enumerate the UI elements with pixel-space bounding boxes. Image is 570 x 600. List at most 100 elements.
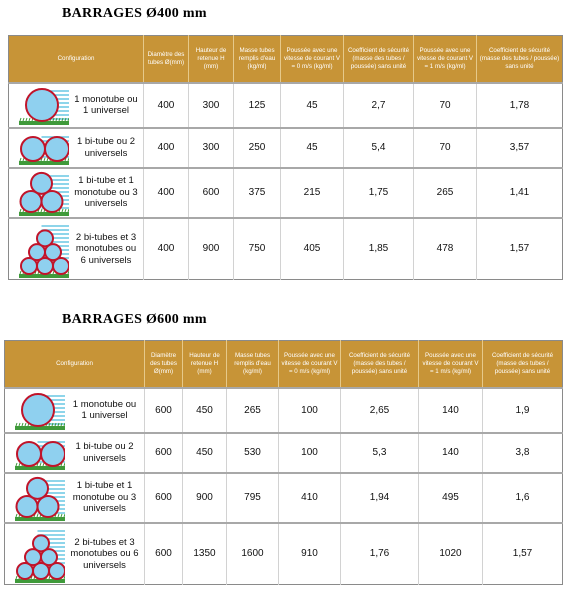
two-tubes-icon (19, 135, 69, 165)
specs-table-400: Configuration Diamètre des tubes Ø(mm) Hau… (8, 35, 563, 280)
thrust-v1-cell: 1020 (418, 521, 483, 585)
configuration-label: 2 bi-tubes et 3 monotubes ou 6 universel… (70, 536, 139, 571)
single-tube-icon (19, 88, 69, 125)
thrust-v0-cell: 405 (280, 216, 344, 280)
section-title-400: BARRAGES Ø400 mm (62, 6, 207, 21)
safety-coef-v1-cell: 1,57 (476, 216, 563, 280)
six-tubes-icon (19, 225, 69, 278)
height-cell: 1350 (182, 521, 227, 585)
column-header: Diamètre des tubes Ø(mm) (143, 35, 189, 83)
configuration-label: 1 bi-tube et 1 monotube ou 3 universels (72, 480, 137, 515)
table-row: 2 bi-tubes et 3 monotubes ou 6 universel… (8, 216, 563, 280)
single-tube-icon (15, 393, 65, 430)
configuration-label: 2 bi-tubes et 3 monotubes ou 6 universel… (75, 231, 137, 266)
safety-coef-v1-cell: 1,57 (482, 521, 563, 585)
diameter-cell: 600 (144, 386, 183, 433)
column-header: Coefficient de sécurité (masse des tubes… (343, 35, 414, 83)
safety-coef-v1-cell: 3,8 (482, 431, 563, 473)
configuration-cell: 1 monotube ou 1 universel (8, 81, 144, 128)
three-tubes-icon (15, 476, 65, 521)
column-header: Poussée avec une vitesse de courant V = … (413, 35, 477, 83)
column-header: Masse tubes remplis d'eau (kg/ml) (233, 35, 281, 83)
thrust-v1-cell: 265 (413, 166, 477, 218)
two-tubes-icon (15, 440, 65, 470)
safety-coef-v1-cell: 3,57 (476, 126, 563, 168)
column-header: Coefficient de sécurité (masse des tubes… (482, 340, 563, 388)
section-title-600: BARRAGES Ø600 mm (62, 312, 207, 327)
diameter-cell: 600 (144, 431, 183, 473)
height-cell: 300 (188, 81, 234, 128)
configuration-label: 1 bi-tube ou 2 universels (75, 441, 134, 464)
table-row: 1 monotube ou 1 universel 600 450 265 100 2,6… (4, 386, 563, 433)
safety-coef-v0-cell: 2,65 (340, 386, 419, 433)
thrust-v1-cell: 140 (418, 431, 483, 473)
thrust-v1-cell: 478 (413, 216, 477, 280)
safety-coef-v0-cell: 1,94 (340, 471, 419, 523)
column-header: Diamètre des tubes Ø(mm) (144, 340, 183, 388)
diameter-cell: 600 (144, 521, 183, 585)
mass-cell: 750 (233, 216, 281, 280)
configuration-cell: 1 bi-tube ou 2 universels (4, 431, 145, 473)
six-tubes-icon (15, 530, 65, 583)
mass-cell: 530 (226, 431, 279, 473)
configuration-label: 1 monotube ou 1 universel (72, 398, 137, 422)
safety-coef-v1-cell: 1,78 (476, 81, 563, 128)
thrust-v0-cell: 910 (278, 521, 341, 585)
table-row: 2 bi-tubes et 3 monotubes ou 6 universel… (4, 521, 563, 585)
mass-cell: 125 (233, 81, 281, 128)
configuration-cell: 2 bi-tubes et 3 monotubes ou 6 universel… (4, 521, 145, 585)
header-configuration: Configuration (4, 340, 145, 388)
mass-cell: 375 (233, 166, 281, 218)
thrust-v1-cell: 495 (418, 471, 483, 523)
table-row: 1 bi-tube et 1 monotube ou 3 universels 6… (4, 471, 563, 523)
safety-coef-v1-cell: 1,41 (476, 166, 563, 218)
diameter-cell: 400 (143, 166, 189, 218)
thrust-v1-cell: 140 (418, 386, 483, 433)
thrust-v0-cell: 215 (280, 166, 344, 218)
mass-cell: 795 (226, 471, 279, 523)
height-cell: 900 (188, 216, 234, 280)
table-row: 1 bi-tube ou 2 universels 400 300 250 45 5,4 7… (8, 126, 563, 168)
configuration-cell: 1 monotube ou 1 universel (4, 386, 145, 433)
configuration-label: 1 monotube ou 1 universel (74, 93, 138, 117)
thrust-v1-cell: 70 (413, 126, 477, 168)
column-header: Poussée avec une vitesse de courant V = … (278, 340, 341, 388)
thrust-v0-cell: 100 (278, 431, 341, 473)
specs-table-600: Configuration Diamètre des tubes Ø(mm) Hau… (4, 340, 563, 585)
safety-coef-v0-cell: 2,7 (343, 81, 414, 128)
column-header: Masse tubes remplis d'eau (kg/ml) (226, 340, 279, 388)
column-header: Coefficient de sécurité (masse des tubes… (340, 340, 419, 388)
safety-coef-v0-cell: 5,3 (340, 431, 419, 473)
diameter-cell: 400 (143, 81, 189, 128)
header-row: Configuration Diamètre des tubes Ø(mm) Hau… (8, 35, 563, 83)
thrust-v0-cell: 45 (280, 126, 344, 168)
diameter-cell: 600 (144, 471, 183, 523)
column-header: Hauteur de retenue H (mm) (188, 35, 234, 83)
safety-coef-v0-cell: 5,4 (343, 126, 414, 168)
column-header: Hauteur de retenue H (mm) (182, 340, 227, 388)
table-row: 1 bi-tube ou 2 universels 600 450 530 100 5,3… (4, 431, 563, 473)
table-row: 1 monotube ou 1 universel 400 300 125 45 2,7 7… (8, 81, 563, 128)
header-row: Configuration Diamètre des tubes Ø(mm) Hau… (4, 340, 563, 388)
configuration-label: 1 bi-tube et 1 monotube ou 3 universels (74, 175, 138, 210)
mass-cell: 1600 (226, 521, 279, 585)
column-header: Poussée avec une vitesse de courant V = … (418, 340, 483, 388)
safety-coef-v0-cell: 1,75 (343, 166, 414, 218)
height-cell: 450 (182, 386, 227, 433)
mass-cell: 250 (233, 126, 281, 168)
safety-coef-v1-cell: 1,9 (482, 386, 563, 433)
mass-cell: 265 (226, 386, 279, 433)
column-header: Coefficient de sécurité (masse des tubes… (476, 35, 563, 83)
configuration-cell: 1 bi-tube et 1 monotube ou 3 universels (4, 471, 145, 523)
height-cell: 600 (188, 166, 234, 218)
configuration-cell: 1 bi-tube ou 2 universels (8, 126, 144, 168)
safety-coef-v1-cell: 1,6 (482, 471, 563, 523)
configuration-cell: 2 bi-tubes et 3 monotubes ou 6 universel… (8, 216, 144, 280)
safety-coef-v0-cell: 1,76 (340, 521, 419, 585)
header-configuration: Configuration (8, 35, 144, 83)
height-cell: 900 (182, 471, 227, 523)
diameter-cell: 400 (143, 126, 189, 168)
height-cell: 450 (182, 431, 227, 473)
column-header: Poussée avec une vitesse de courant V = … (280, 35, 344, 83)
diameter-cell: 400 (143, 216, 189, 280)
